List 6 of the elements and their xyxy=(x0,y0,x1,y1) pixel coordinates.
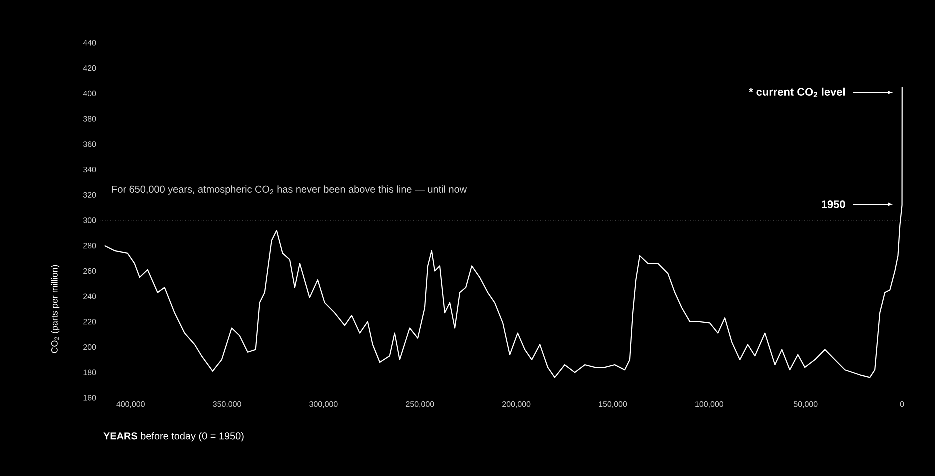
annotation: * current CO$_{2}$ level xyxy=(749,88,845,98)
annotation: 1950 xyxy=(822,200,846,208)
line-series xyxy=(104,86,903,378)
y-axis-title: CO$_{2}$ (parts per million) xyxy=(51,265,60,354)
x-axis-title: YEARS before today (0 = 1950) xyxy=(104,432,244,442)
annotation: For 650,000 years, atmospheric CO$_{2}$ has never been above this line — until now xyxy=(112,186,468,195)
